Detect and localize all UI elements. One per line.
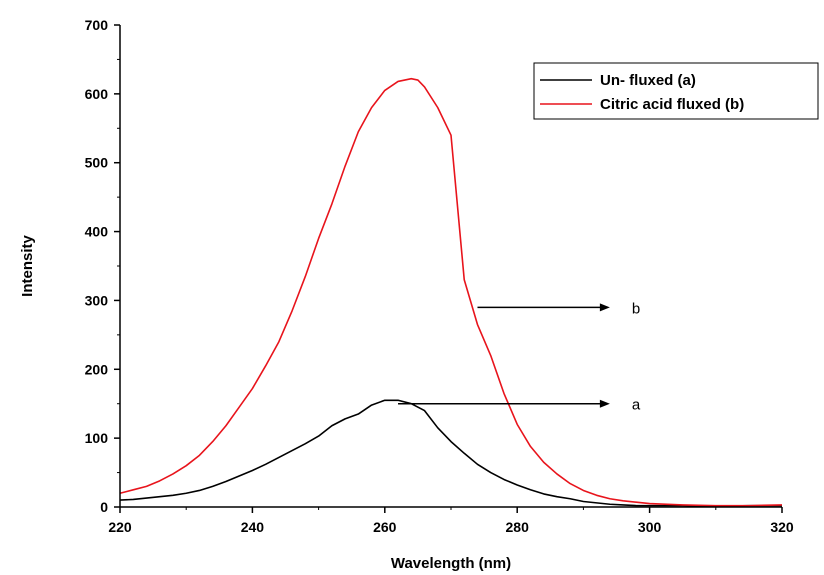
series-line-citric-acid-fluxed	[119, 77, 783, 507]
series-line-unfluxed	[119, 399, 782, 508]
legend-box	[533, 62, 819, 120]
x-tick-label: 260	[373, 519, 397, 535]
annotations: ba	[398, 300, 641, 414]
x-tick-label: 220	[108, 519, 132, 535]
y-tick-label: 600	[85, 86, 109, 102]
annotation-label-b: b	[632, 300, 640, 317]
annotation-arrow-head	[599, 303, 610, 312]
legend-label: Un- fluxed (a)	[600, 72, 696, 89]
axes: 220 240 260 280 300 320 0 100 200 300 400 500 600 700	[85, 17, 794, 535]
legend-label: Citric acid fluxed (b)	[600, 96, 744, 113]
y-tick-label: 400	[85, 224, 109, 240]
y-tick-label: 500	[85, 155, 109, 171]
y-axis-title: Intensity	[19, 235, 36, 297]
annotation-arrow-head	[599, 399, 610, 408]
x-tick-label: 320	[770, 519, 794, 535]
y-tick-label: 0	[100, 499, 108, 515]
y-tick-label: 300	[85, 292, 109, 308]
y-tick-label: 100	[85, 430, 109, 446]
x-tick-label: 300	[638, 519, 662, 535]
plot-area	[119, 77, 783, 508]
x-tick-label: 240	[241, 519, 265, 535]
y-tick-label: 200	[85, 361, 109, 377]
annotation-label-a: a	[632, 397, 641, 414]
y-tick-label: 700	[85, 17, 109, 33]
x-tick-label: 280	[506, 519, 530, 535]
x-axis-title: Wavelength (nm)	[391, 555, 511, 572]
legend: Un- fluxed (a) Citric acid fluxed (b)	[533, 62, 819, 120]
